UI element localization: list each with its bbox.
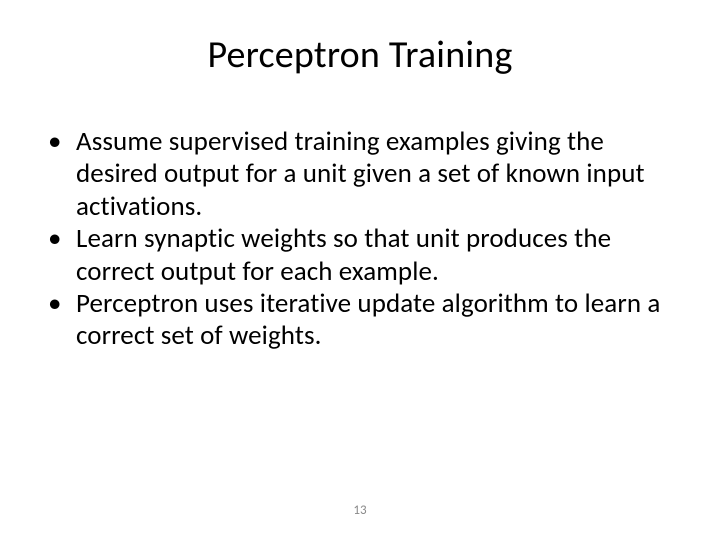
slide-title: Perceptron Training xyxy=(46,32,674,78)
page-number: 13 xyxy=(0,503,720,518)
bullet-item: Perceptron uses iterative update algorit… xyxy=(46,288,674,353)
bullet-item: Learn synaptic weights so that unit prod… xyxy=(46,223,674,288)
bullet-item: Assume supervised training examples givi… xyxy=(46,126,674,223)
bullet-list: Assume supervised training examples givi… xyxy=(46,126,674,353)
slide: Perceptron Training Assume supervised tr… xyxy=(0,0,720,540)
